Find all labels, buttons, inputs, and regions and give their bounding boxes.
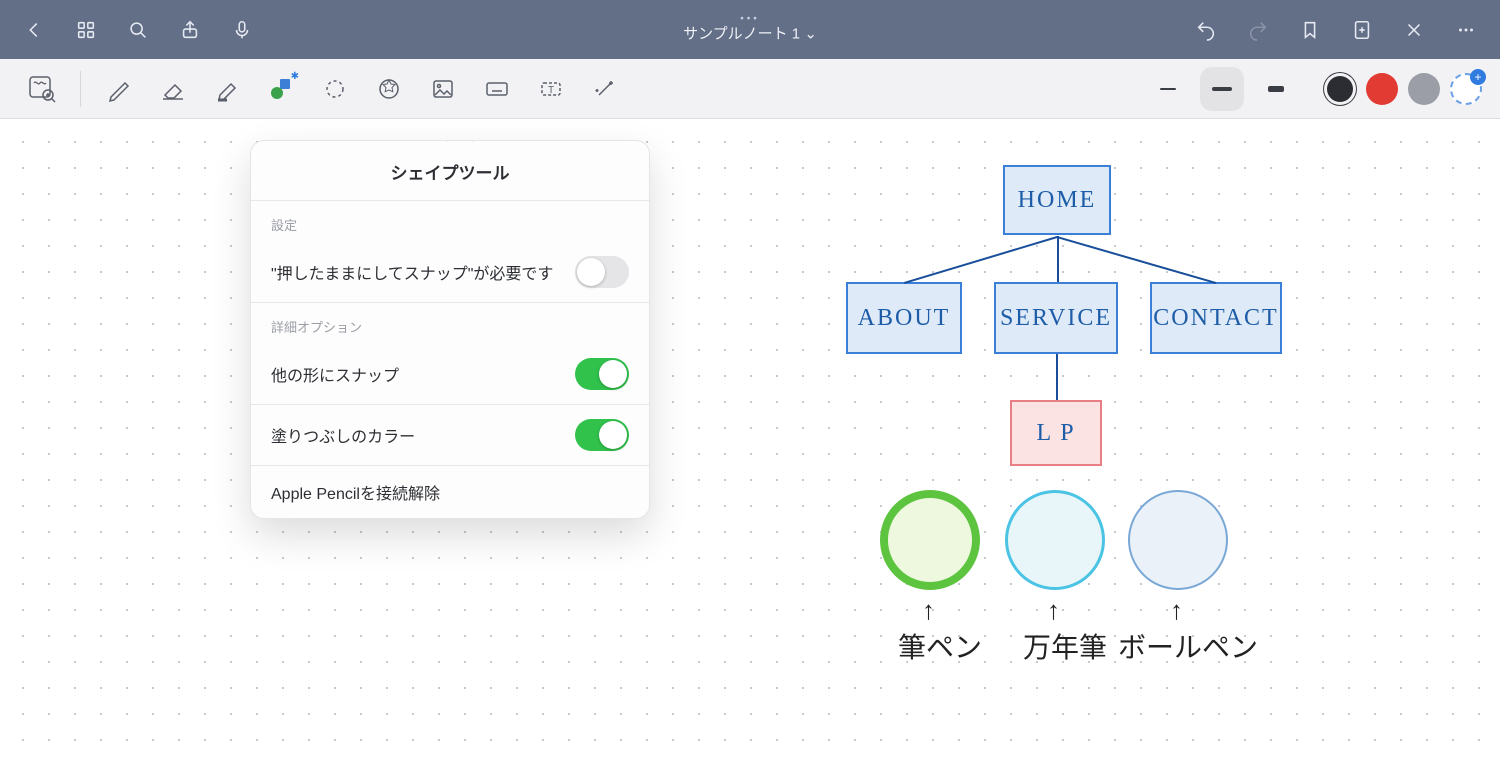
titlebar-left (12, 8, 264, 52)
toolbar: ✱ T (0, 59, 1500, 119)
zoom-tool[interactable] (18, 67, 66, 111)
shapes-tool[interactable]: ✱ (257, 67, 305, 111)
grid-button[interactable] (64, 8, 108, 52)
pen-tool[interactable] (95, 67, 143, 111)
diagram-circle (1005, 490, 1105, 590)
row-label: Apple Pencilを接続解除 (271, 480, 629, 504)
color-swatch-group (1324, 73, 1482, 105)
arrow-annotation: ↑ (922, 596, 935, 626)
row-label: "押したままにしてスナップ"が必要です (271, 260, 575, 284)
titlebar: ••• サンプルノート 1 ⌄ (0, 0, 1500, 59)
diagram-node: HOME (1003, 165, 1111, 235)
titlebar-right (1184, 8, 1488, 52)
stroke-width-group (1146, 67, 1298, 111)
svg-text:T: T (548, 85, 554, 96)
textbox-tool[interactable]: T (527, 67, 575, 111)
mic-button[interactable] (220, 8, 264, 52)
toggle-snap-other[interactable] (575, 358, 629, 390)
search-button[interactable] (116, 8, 160, 52)
back-button[interactable] (12, 8, 56, 52)
popover-title: シェイプツール (251, 141, 649, 200)
eraser-tool[interactable] (149, 67, 197, 111)
row-disconnect-pencil[interactable]: Apple Pencilを接続解除 (251, 466, 649, 518)
row-label: 塗りつぶしのカラー (271, 423, 575, 447)
add-page-button[interactable] (1340, 8, 1384, 52)
share-button[interactable] (168, 8, 212, 52)
lasso-tool[interactable] (311, 67, 359, 111)
handwritten-label: 万年筆 (995, 626, 1135, 666)
section-label-advanced: 詳細オプション (251, 303, 649, 344)
row-hold-snap: "押したままにしてスナップ"が必要です (251, 242, 649, 302)
diagram-node: SERVICE (994, 282, 1118, 354)
arrow-annotation: ↑ (1170, 596, 1183, 626)
chevron-down-icon: ⌄ (804, 25, 817, 42)
title-area[interactable]: ••• サンプルノート 1 ⌄ (683, 16, 817, 43)
bluetooth-icon: ✱ (291, 71, 299, 82)
diagram-edge (1056, 236, 1216, 284)
sticker-tool[interactable] (365, 67, 413, 111)
keyboard-tool[interactable] (473, 67, 521, 111)
diagram-edge (1056, 354, 1058, 400)
close-button[interactable] (1392, 8, 1436, 52)
magic-tool[interactable] (581, 67, 629, 111)
redo-button[interactable] (1236, 8, 1280, 52)
stroke-width-option[interactable] (1146, 67, 1190, 111)
document-title: サンプルノート 1 (683, 25, 800, 42)
row-snap-other: 他の形にスナップ (251, 344, 649, 404)
row-fill-color: 塗りつぶしのカラー (251, 405, 649, 465)
diagram-node: L P (1010, 400, 1102, 466)
diagram-circle (1128, 490, 1228, 590)
section-label-settings: 設定 (251, 201, 649, 242)
diagram-edge (904, 236, 1058, 284)
diagram-node: ABOUT (846, 282, 962, 354)
color-swatch-add[interactable] (1450, 73, 1482, 105)
arrow-annotation: ↑ (1047, 596, 1060, 626)
handwritten-label: ボールペン (1118, 626, 1258, 666)
color-swatch[interactable] (1366, 73, 1398, 105)
diagram-edge (1057, 236, 1059, 282)
handwritten-label: 筆ペン (870, 626, 1010, 666)
diagram-node: CONTACT (1150, 282, 1282, 354)
canvas[interactable]: HOMEABOUTSERVICECONTACTL P↑筆ペン↑万年筆↑ボールペン (0, 119, 1500, 759)
toggle-hold-snap[interactable] (575, 256, 629, 288)
toggle-fill-color[interactable] (575, 419, 629, 451)
color-swatch[interactable] (1324, 73, 1356, 105)
stroke-width-option[interactable] (1200, 67, 1244, 111)
more-button[interactable] (1444, 8, 1488, 52)
divider (80, 71, 81, 107)
row-label: 他の形にスナップ (271, 362, 575, 386)
stroke-width-option[interactable] (1254, 67, 1298, 111)
color-swatch[interactable] (1408, 73, 1440, 105)
diagram-circle (880, 490, 980, 590)
image-tool[interactable] (419, 67, 467, 111)
highlighter-tool[interactable] (203, 67, 251, 111)
shape-tool-popover: シェイプツール 設定 "押したままにしてスナップ"が必要です 詳細オプション 他… (250, 140, 650, 519)
bookmark-button[interactable] (1288, 8, 1332, 52)
undo-button[interactable] (1184, 8, 1228, 52)
